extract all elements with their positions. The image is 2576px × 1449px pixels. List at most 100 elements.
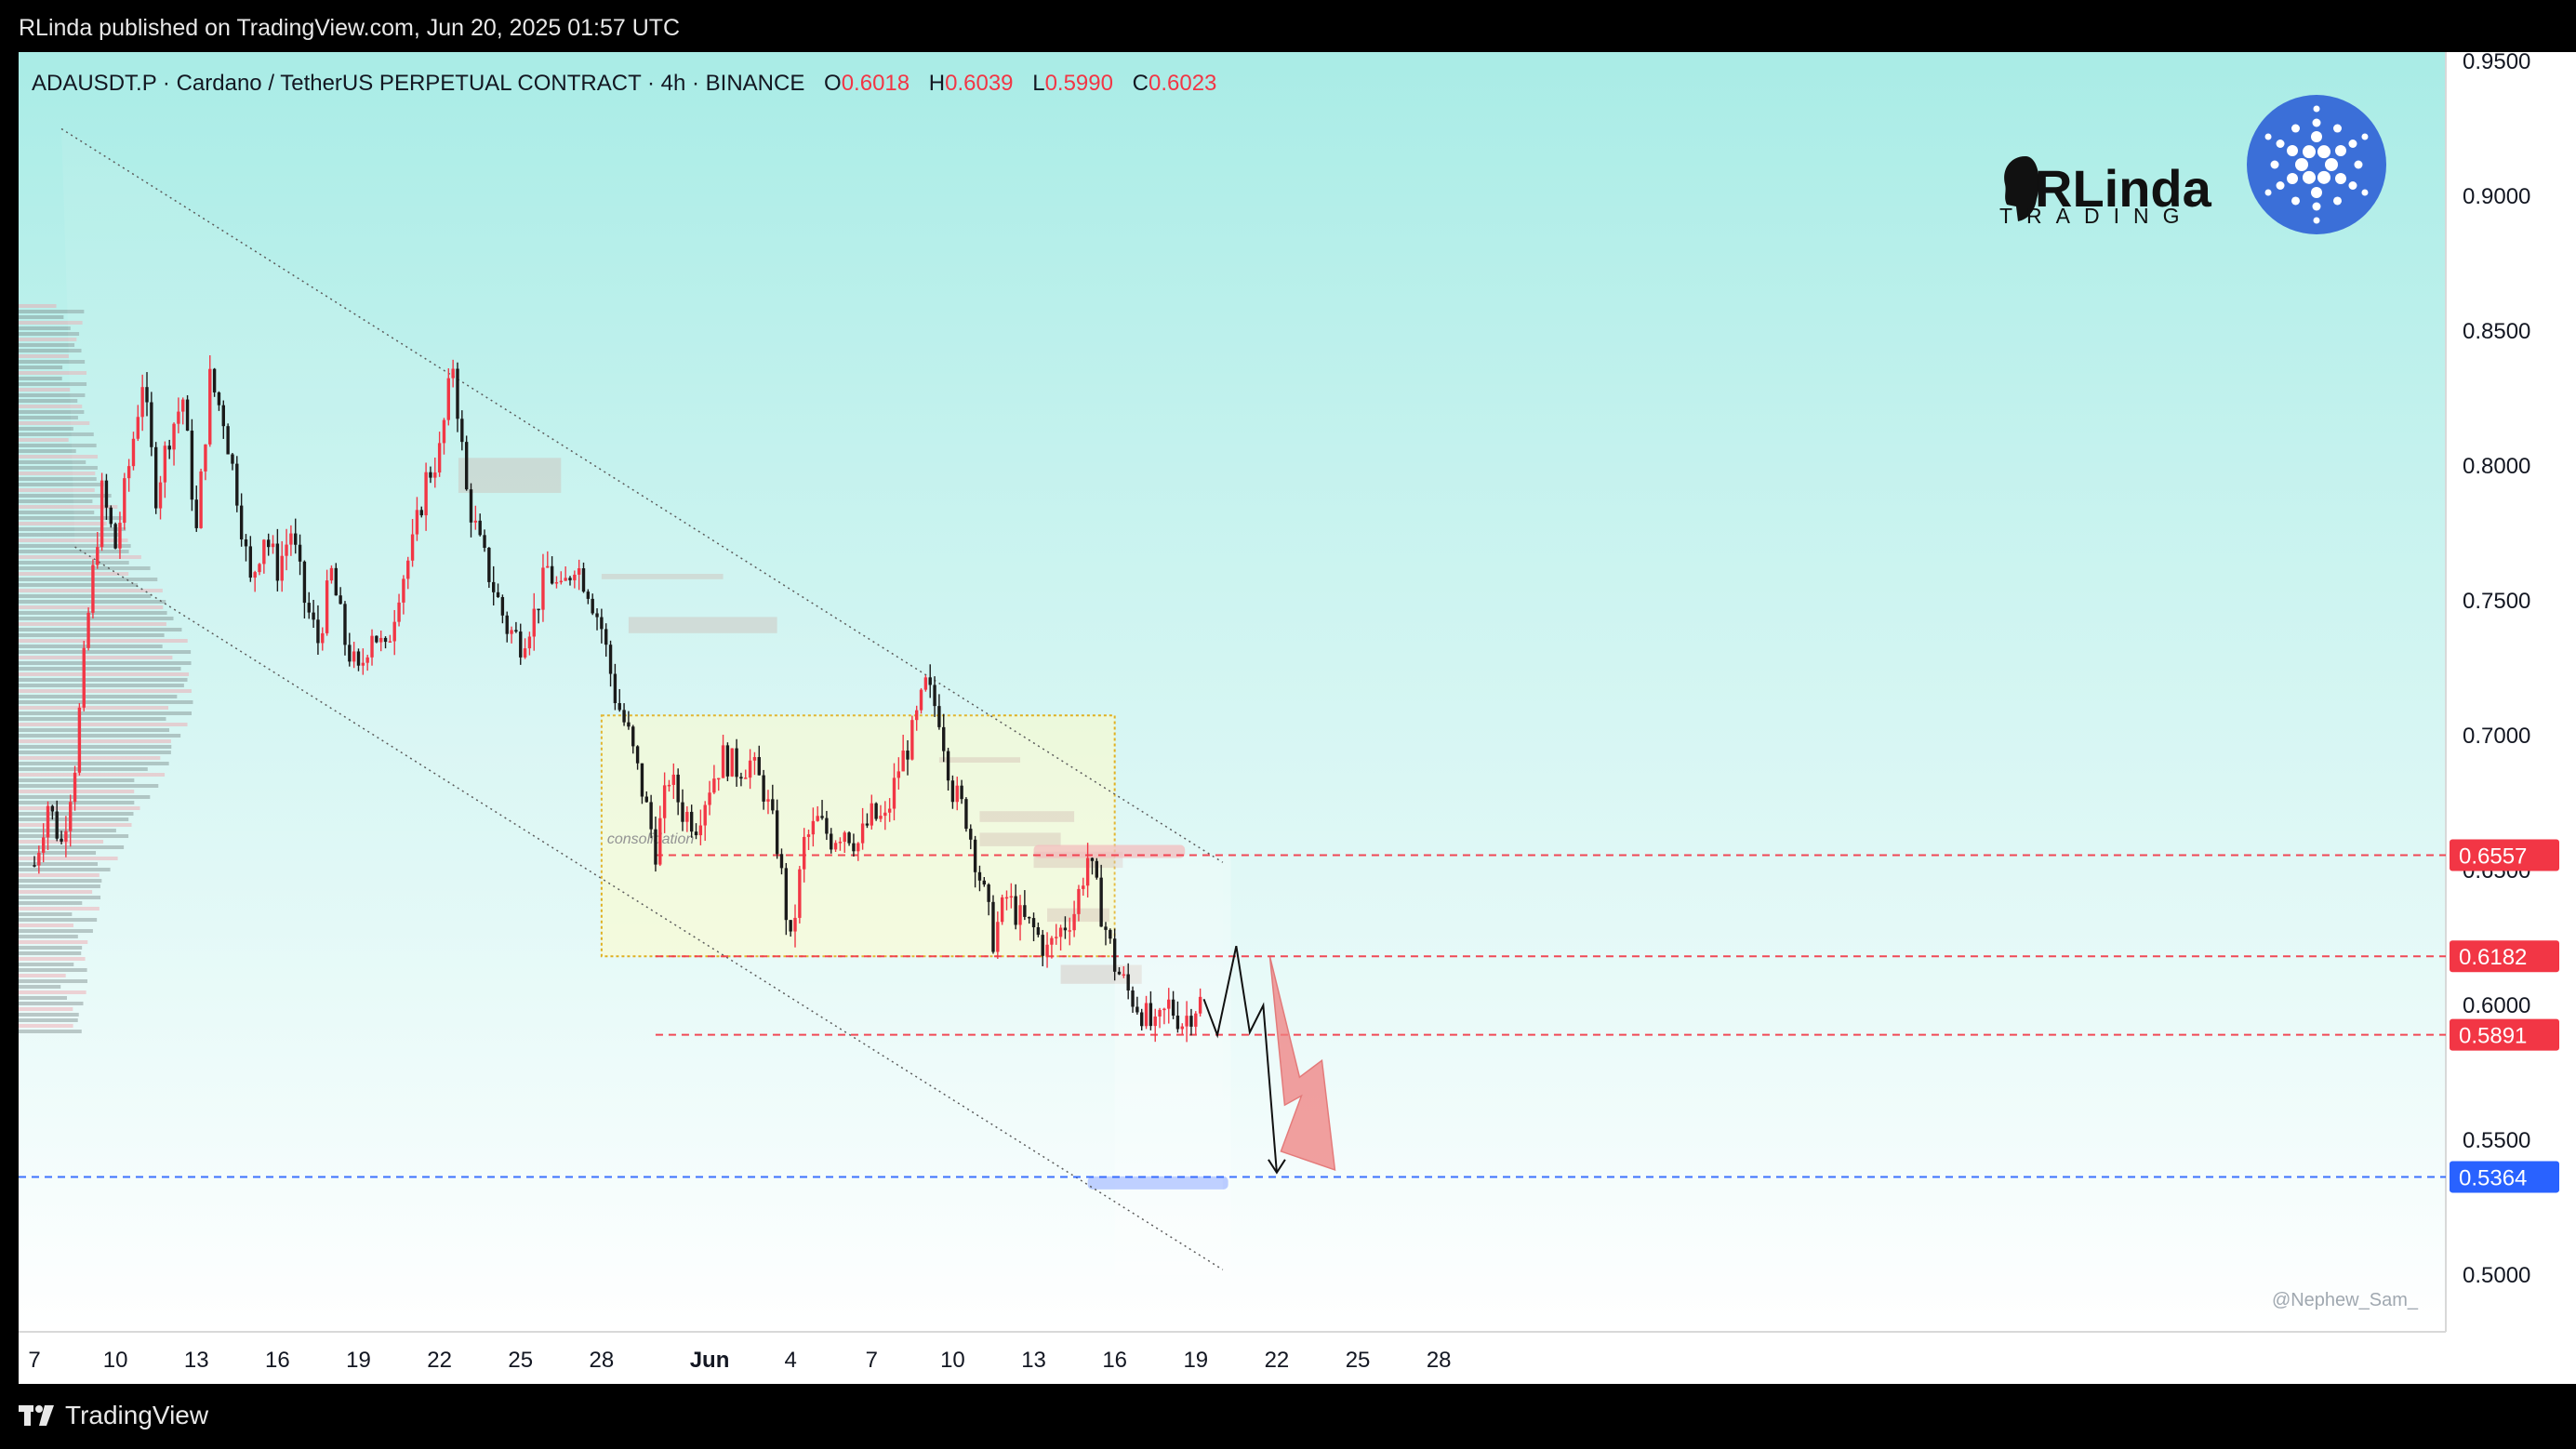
candle[interactable] <box>896 757 901 790</box>
candle[interactable] <box>392 609 396 656</box>
candle[interactable] <box>766 790 770 815</box>
candle[interactable] <box>55 800 59 842</box>
candle[interactable] <box>158 475 163 520</box>
candle[interactable] <box>671 763 676 800</box>
candle[interactable] <box>591 593 594 616</box>
candle[interactable] <box>289 525 293 556</box>
candle[interactable] <box>933 676 936 717</box>
candle[interactable] <box>847 831 851 846</box>
candle[interactable] <box>550 556 554 585</box>
candle[interactable] <box>694 823 698 840</box>
candle[interactable] <box>262 538 266 574</box>
candle[interactable] <box>1055 924 1058 945</box>
candle[interactable] <box>879 804 883 822</box>
candle[interactable] <box>361 648 365 675</box>
candle[interactable] <box>226 423 230 455</box>
candle[interactable] <box>721 734 725 778</box>
candle[interactable] <box>1077 884 1081 922</box>
candle[interactable] <box>1028 916 1031 924</box>
candle[interactable] <box>752 751 757 776</box>
candle[interactable] <box>698 809 703 845</box>
candle[interactable] <box>370 629 374 666</box>
candle[interactable] <box>825 810 829 841</box>
candle[interactable] <box>424 462 428 531</box>
candle[interactable] <box>145 372 149 417</box>
candle[interactable] <box>109 505 113 528</box>
candle[interactable] <box>212 367 217 397</box>
candle[interactable] <box>118 512 122 559</box>
candle[interactable] <box>379 630 383 652</box>
candle[interactable] <box>537 608 540 624</box>
candle[interactable] <box>1104 922 1108 946</box>
candle[interactable] <box>1126 963 1130 1000</box>
candle[interactable] <box>527 631 532 656</box>
tradingview-brand[interactable]: TradingView <box>19 1401 208 1430</box>
candle[interactable] <box>365 655 369 671</box>
symbol-title[interactable]: ADAUSDT.P · Cardano / TetherUS PERPETUAL… <box>32 71 1216 96</box>
candle[interactable] <box>996 911 1000 959</box>
candle[interactable] <box>955 777 959 811</box>
candle[interactable] <box>321 627 325 651</box>
candle[interactable] <box>735 738 738 787</box>
candle[interactable] <box>239 493 244 547</box>
candle[interactable] <box>977 865 982 892</box>
candle[interactable] <box>1131 986 1135 1013</box>
candle[interactable] <box>33 856 36 868</box>
candle[interactable] <box>730 748 734 778</box>
candle[interactable] <box>852 833 856 857</box>
candle[interactable] <box>649 794 653 839</box>
level-price-label[interactable]: 0.5364 <box>2450 1161 2559 1193</box>
candle[interactable] <box>456 362 459 432</box>
candle[interactable] <box>640 763 644 804</box>
candle[interactable] <box>136 405 140 442</box>
candle[interactable] <box>208 355 212 447</box>
time-axis[interactable] <box>19 1332 2446 1384</box>
candle[interactable] <box>1099 864 1103 927</box>
candle[interactable] <box>50 804 55 820</box>
candle[interactable] <box>1140 1008 1144 1031</box>
candle[interactable] <box>329 565 334 584</box>
candle[interactable] <box>883 801 887 831</box>
candle[interactable] <box>1036 922 1041 937</box>
candle[interactable] <box>1063 916 1068 939</box>
candle[interactable] <box>140 374 144 432</box>
candle[interactable] <box>131 432 136 471</box>
candle[interactable] <box>442 418 446 455</box>
candle[interactable] <box>294 518 298 554</box>
candle[interactable] <box>816 805 819 822</box>
candle[interactable] <box>167 439 171 459</box>
candle[interactable] <box>437 432 442 477</box>
candle[interactable] <box>564 566 567 581</box>
candle[interactable] <box>1031 912 1036 942</box>
candle[interactable] <box>464 435 469 491</box>
candle[interactable] <box>950 775 955 809</box>
candle[interactable] <box>60 831 63 844</box>
candle[interactable] <box>676 768 680 816</box>
candle[interactable] <box>199 468 203 529</box>
candle[interactable] <box>433 458 437 488</box>
candle[interactable] <box>1117 966 1122 976</box>
candle[interactable] <box>685 805 689 832</box>
candle[interactable] <box>811 807 816 847</box>
candle[interactable] <box>789 920 792 937</box>
candle[interactable] <box>487 547 491 589</box>
candle[interactable] <box>123 472 126 530</box>
candle[interactable] <box>429 466 432 484</box>
candle[interactable] <box>64 816 68 857</box>
candle[interactable] <box>113 522 117 550</box>
candle[interactable] <box>343 601 347 656</box>
level-price-label[interactable]: 0.6557 <box>2450 839 2559 871</box>
candle[interactable] <box>586 589 591 605</box>
candle[interactable] <box>946 748 950 791</box>
candle[interactable] <box>901 735 905 772</box>
candle[interactable] <box>1198 988 1202 1017</box>
candle[interactable] <box>258 563 261 576</box>
candle[interactable] <box>1135 996 1139 1015</box>
candle[interactable] <box>375 635 378 644</box>
candle[interactable] <box>820 800 824 820</box>
candle[interactable] <box>1109 928 1112 944</box>
candle[interactable] <box>581 562 586 593</box>
candle[interactable] <box>775 799 779 859</box>
candle[interactable] <box>1009 883 1014 909</box>
candle[interactable] <box>469 483 473 538</box>
